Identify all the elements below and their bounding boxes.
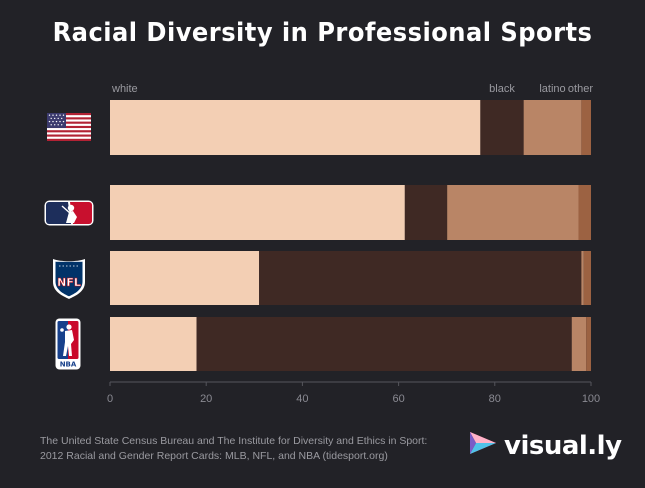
bar-latino-3 — [571, 317, 587, 371]
nfl-logo-icon: NFL — [51, 256, 87, 305]
source-line-2: 2012 Racial and Gender Report Cards: MLB… — [40, 450, 388, 462]
chart-title: Racial Diversity in Professional Sports — [52, 18, 593, 48]
x-tick-label-0: 0 — [107, 393, 113, 405]
bar-black-3 — [196, 317, 572, 371]
x-tick-label-80: 80 — [489, 393, 501, 405]
bar-other-2 — [583, 251, 591, 305]
bar-black-1 — [404, 185, 448, 240]
x-tick-label-40: 40 — [296, 393, 308, 405]
legend-label-other: other — [568, 83, 593, 95]
bar-black-2 — [259, 251, 582, 305]
bar-white-1 — [110, 185, 405, 240]
bar-latino-1 — [447, 185, 579, 240]
bar-white-3 — [110, 317, 197, 371]
bar-white-2 — [110, 251, 260, 305]
source-note: The United State Census Bureau and The I… — [40, 434, 460, 464]
visually-brand[interactable]: visual.ly — [468, 430, 622, 461]
legend-label-latino: latino — [539, 83, 565, 95]
legend-label-white: white — [111, 83, 138, 95]
visually-logo-icon — [468, 430, 498, 461]
bar-other-1 — [578, 185, 591, 240]
svg-text:NBA: NBA — [60, 361, 77, 369]
bar-latino-0 — [523, 100, 582, 155]
x-tick-label-100: 100 — [582, 393, 600, 405]
bar-other-0 — [581, 100, 591, 155]
svg-text:NFL: NFL — [57, 276, 81, 289]
bar-latino-2 — [581, 251, 584, 305]
nba-logo-icon: NBA — [55, 318, 81, 375]
source-line-1: The United State Census Bureau and The I… — [40, 435, 428, 447]
bar-white-0 — [110, 100, 481, 155]
legend-label-black: black — [489, 83, 515, 95]
mlb-logo-icon — [44, 200, 94, 231]
x-tick-label-60: 60 — [392, 393, 404, 405]
brand-name: visual.ly — [504, 430, 622, 461]
us-flag-icon — [47, 113, 91, 146]
bar-black-0 — [480, 100, 524, 155]
x-tick-label-20: 20 — [200, 393, 212, 405]
bar-other-3 — [586, 317, 591, 371]
